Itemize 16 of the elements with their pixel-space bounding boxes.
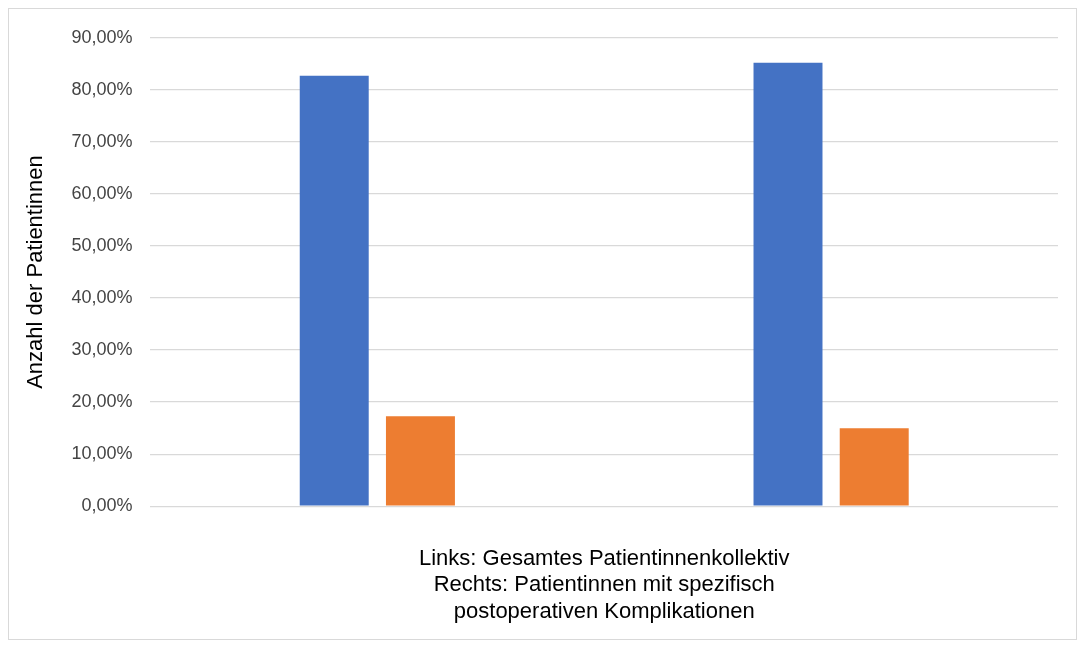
y-tick-label: 60,00%	[71, 182, 133, 203]
bar	[299, 75, 369, 506]
y-tick-label: 50,00%	[71, 234, 133, 255]
y-tick-label: 0,00%	[81, 495, 133, 516]
bar	[839, 428, 909, 506]
bar	[385, 416, 455, 506]
bar	[753, 62, 823, 506]
y-tick-label: 80,00%	[71, 78, 133, 99]
y-tick-label: 70,00%	[71, 130, 133, 151]
y-tick-label: 20,00%	[71, 391, 133, 412]
y-tick-label: 30,00%	[71, 339, 133, 360]
y-axis-title: Anzahl der Patientinnen	[22, 155, 48, 389]
y-tick-label: 10,00%	[71, 443, 133, 464]
x-axis-title: Links: Gesamtes Patientinnenkollektiv Rechts: Patientinnen mit spezifisch postoperativen Komplikationen	[418, 545, 790, 623]
y-tick-label: 90,00%	[71, 26, 133, 47]
y-tick-label: 40,00%	[71, 286, 133, 307]
